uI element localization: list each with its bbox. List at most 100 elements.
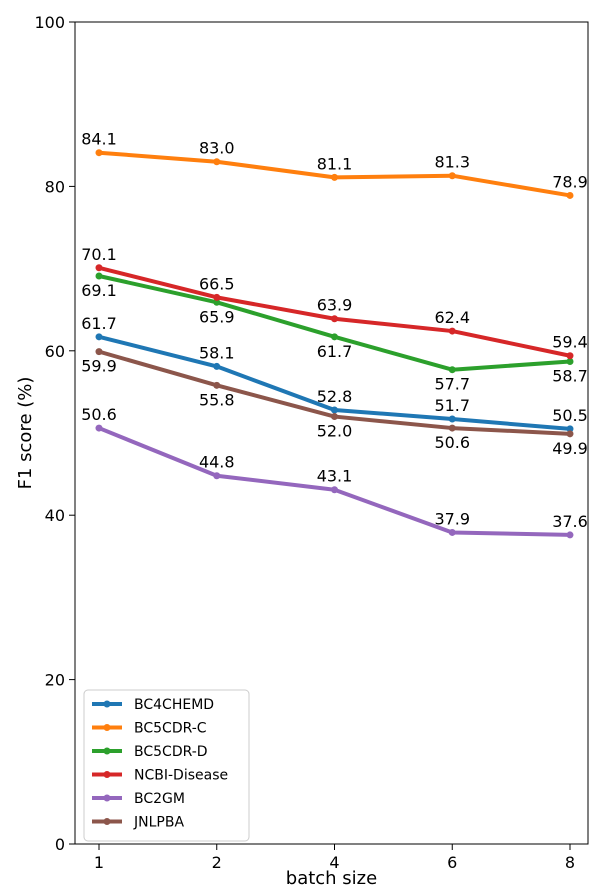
legend-label: BC5CDR-D	[134, 744, 208, 760]
data-point	[566, 191, 574, 199]
legend-item: NCBI-Disease	[92, 768, 228, 784]
data-label: 57.7	[434, 375, 470, 394]
x-tick-label: 4	[329, 853, 339, 872]
data-point	[213, 381, 221, 389]
data-point	[213, 362, 221, 370]
data-label: 59.9	[81, 357, 117, 376]
y-axis-label: F1 score (%)	[15, 377, 36, 490]
data-label: 59.4	[552, 333, 588, 352]
data-point	[448, 327, 456, 335]
data-label: 50.5	[552, 406, 588, 425]
data-label: 70.1	[81, 245, 117, 264]
legend-marker	[103, 700, 111, 708]
x-tick-label: 1	[94, 853, 104, 872]
data-label: 55.8	[199, 390, 235, 409]
legend-marker	[103, 818, 111, 825]
legend-item: JNLPBA	[92, 815, 184, 831]
data-label: 63.9	[317, 296, 353, 315]
y-axis: 0 20 40 60 80 100	[34, 13, 75, 854]
data-point	[331, 406, 338, 414]
x-axis-label: batch size	[286, 868, 377, 888]
y-tick-label: 20	[45, 671, 65, 690]
data-label: 37.9	[434, 509, 470, 528]
legend-marker	[103, 771, 111, 778]
legend-item: BC5CDR-D	[92, 744, 208, 760]
data-point	[95, 348, 103, 356]
legend-label: JNLPBA	[133, 815, 184, 831]
legend-box	[83, 689, 250, 842]
data-point	[95, 424, 103, 432]
data-point	[448, 172, 456, 180]
data-point	[213, 298, 221, 306]
y-tick-label: 40	[45, 506, 65, 525]
data-point	[331, 486, 338, 494]
data-point	[213, 472, 221, 480]
plot-area: 61.7 58.1 52.8 51.7 50.5 84.1 83.0 81.1 81.3 78.9…	[81, 130, 588, 539]
series-bc4chemd: 61.7 58.1 52.8 51.7 50.5	[81, 314, 588, 433]
data-point	[331, 315, 338, 323]
y-tick-label: 100	[34, 13, 65, 32]
data-point	[448, 424, 456, 432]
data-label: 51.7	[434, 396, 470, 415]
x-tick-label: 2	[212, 853, 222, 872]
legend-label: BC2GM	[134, 791, 185, 807]
legend-item: BC2GM	[92, 791, 185, 807]
legend-item: BC4CHEMD	[92, 697, 214, 713]
legend-marker	[103, 747, 111, 755]
data-point	[213, 293, 221, 301]
legend-label: NCBI-Disease	[134, 768, 228, 784]
data-label: 61.7	[81, 314, 117, 333]
data-label: 65.9	[199, 307, 235, 326]
data-label: 58.1	[199, 343, 235, 362]
data-label: 50.6	[81, 405, 117, 424]
legend: BC4CHEMD BC5CDR-C BC5CDR-D NCBI-Disease BC2G…	[83, 689, 250, 842]
x-tick-label: 8	[565, 853, 575, 872]
x-axis: 1 2 4 6 8	[94, 844, 575, 872]
series-bc5cdr-d: 69.1 65.9 61.7 57.7 58.7	[81, 272, 588, 394]
y-tick-label: 60	[45, 342, 65, 361]
series-bc5cdr-c: 84.1 83.0 81.1 81.3 78.9	[81, 130, 588, 199]
data-label: 66.5	[199, 274, 235, 293]
data-label: 50.6	[434, 433, 470, 452]
data-point	[213, 158, 221, 166]
series-bc2gm: 50.6 44.8 43.1 37.9 37.6	[81, 405, 588, 539]
plot-frame	[74, 21, 589, 845]
y-tick-label: 80	[45, 177, 65, 196]
data-label: 84.1	[81, 130, 117, 149]
data-label: 58.7	[552, 366, 588, 385]
data-label: 69.1	[81, 281, 117, 300]
data-label: 81.1	[317, 154, 353, 173]
x-tick-label: 6	[447, 853, 457, 872]
data-point	[566, 425, 574, 433]
data-point	[448, 366, 456, 374]
data-point	[95, 264, 103, 272]
legend-label: BC5CDR-C	[134, 721, 207, 737]
data-point	[331, 413, 338, 421]
data-point	[566, 352, 574, 360]
data-label: 81.3	[434, 153, 470, 172]
data-point	[566, 430, 574, 438]
data-label: 61.7	[317, 342, 353, 361]
data-point	[95, 333, 103, 341]
series-jnlpba: 59.9 55.8 52.0 50.6 49.9	[81, 348, 588, 458]
data-point	[95, 149, 103, 157]
data-point	[566, 531, 574, 539]
legend-label: BC4CHEMD	[134, 697, 214, 713]
series-ncbi-disease: 70.1 66.5 63.9 62.4 59.4	[81, 245, 588, 360]
legend-marker	[103, 724, 111, 731]
data-label: 43.1	[317, 467, 353, 486]
data-label: 37.6	[552, 512, 588, 531]
data-label: 83.0	[199, 139, 235, 158]
data-point	[448, 415, 456, 423]
legend-item: BC5CDR-C	[92, 721, 207, 737]
data-label: 44.8	[199, 453, 235, 472]
data-label: 49.9	[552, 439, 588, 458]
data-label: 52.0	[317, 422, 353, 441]
data-label: 62.4	[434, 308, 470, 327]
y-tick-label: 0	[55, 835, 65, 854]
data-point	[331, 333, 338, 341]
data-point	[448, 528, 456, 536]
data-label: 52.8	[317, 387, 353, 406]
data-point	[95, 272, 103, 280]
